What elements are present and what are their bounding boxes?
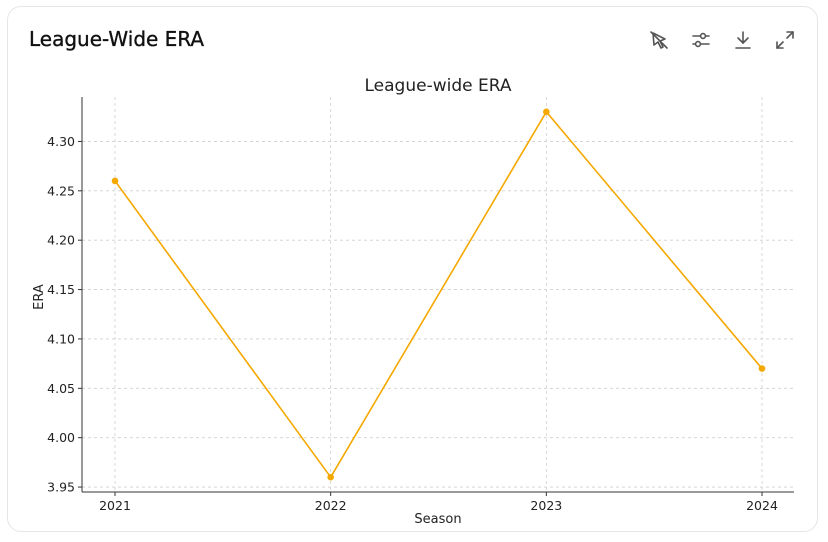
card-title: League-Wide ERA [29, 27, 205, 51]
interactive-toggle-button[interactable] [645, 27, 673, 53]
x-tick-label: 2022 [315, 498, 347, 513]
y-tick-label: 4.20 [47, 233, 75, 248]
y-tick-label: 4.25 [47, 183, 75, 198]
chart-settings-button[interactable] [687, 27, 715, 53]
x-tick-label: 2023 [530, 498, 562, 513]
data-point[interactable] [111, 177, 119, 185]
chart-title: League-wide ERA [365, 76, 512, 96]
expand-button[interactable] [771, 27, 799, 53]
sliders-icon [692, 32, 710, 48]
download-icon [735, 31, 751, 49]
y-tick-label: 4.10 [47, 331, 75, 346]
data-point[interactable] [758, 365, 766, 372]
series [111, 108, 766, 481]
x-tick-label: 2021 [99, 498, 131, 513]
data-point[interactable] [327, 473, 334, 481]
axes [81, 97, 794, 493]
x-tick-label: 2024 [746, 498, 778, 513]
y-tick-label: 4.30 [47, 134, 75, 149]
data-point[interactable] [543, 108, 550, 116]
chart-card: League-Wide ERA [7, 6, 818, 532]
y-tick-label: 4.05 [47, 381, 75, 396]
y-tick-label: 4.15 [47, 282, 75, 297]
grid-lines [82, 97, 794, 492]
y-axis-label: ERA [32, 284, 47, 310]
download-button[interactable] [729, 27, 757, 53]
pointer-off-icon [650, 31, 668, 49]
tick-labels: 2021 2022 2023 2024 3.95 4.00 4.05 4.10 4.15 4.20… [47, 134, 778, 513]
y-tick-label: 4.00 [47, 430, 75, 445]
expand-icon [776, 31, 794, 49]
x-axis-label: Season [414, 512, 461, 527]
chart-toolbar [645, 27, 799, 53]
series-line [114, 111, 763, 478]
y-tick-label: 3.95 [47, 480, 75, 495]
